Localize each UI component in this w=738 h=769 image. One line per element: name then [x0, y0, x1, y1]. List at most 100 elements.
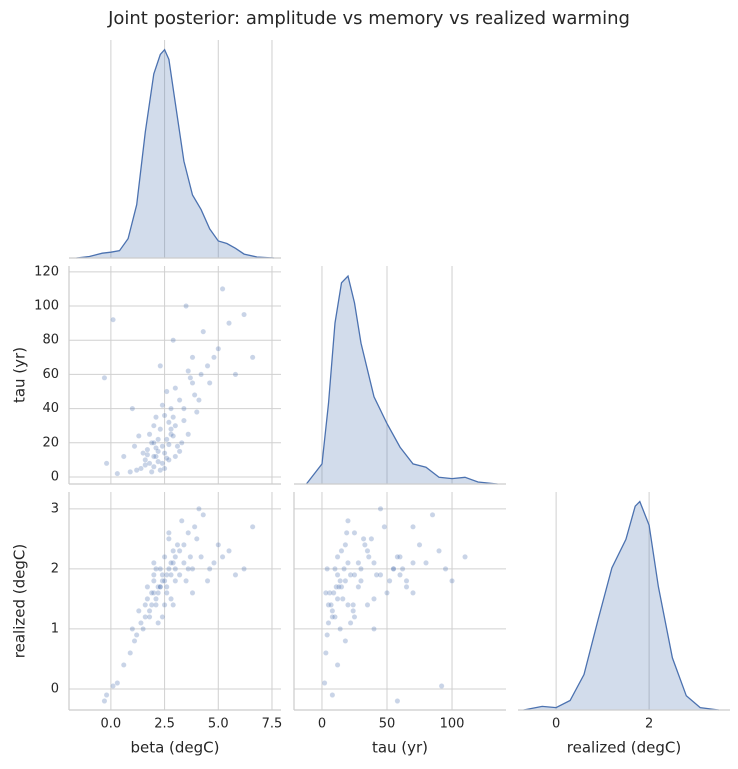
- scatter-point: [176, 448, 183, 455]
- x-axis-label: realized (degC): [567, 739, 681, 757]
- scatter-point: [342, 541, 349, 548]
- scatter-point: [241, 566, 247, 572]
- scatter-point: [101, 698, 108, 704]
- scatter-point: [155, 590, 161, 596]
- scatter-point: [103, 692, 110, 698]
- scatter-point: [110, 316, 116, 323]
- scatter-point: [181, 560, 187, 566]
- scatter-point: [153, 596, 159, 602]
- scatter-point: [377, 505, 384, 512]
- scatter-point: [397, 572, 403, 578]
- scatter-point: [172, 554, 179, 560]
- scatter-point: [150, 560, 157, 566]
- scatter-point: [332, 614, 338, 620]
- scatter-point: [181, 417, 187, 424]
- scatter-point: [198, 371, 204, 378]
- scatter-point: [166, 529, 172, 536]
- scatter-point: [196, 397, 202, 403]
- scatter-point: [249, 354, 256, 361]
- scatter-point: [219, 554, 226, 560]
- scatter-point: [142, 457, 149, 463]
- scatter-point: [321, 680, 328, 686]
- y-tick-label: 2: [51, 561, 59, 576]
- kde-line: [523, 500, 719, 711]
- scatter-point: [211, 354, 217, 361]
- scatter-point: [166, 457, 172, 463]
- scatter-point: [135, 608, 142, 614]
- kde-area: [306, 276, 498, 484]
- scatter-point: [166, 441, 172, 448]
- scatter-point: [215, 541, 222, 548]
- scatter-point: [232, 371, 239, 378]
- scatter-point: [161, 412, 168, 419]
- y-axis-label: tau (yr): [11, 347, 29, 403]
- scatter-point: [198, 554, 204, 560]
- scatter-point: [403, 578, 410, 584]
- scatter-point: [144, 446, 151, 453]
- scatter-point: [172, 566, 179, 572]
- scatter-point: [181, 541, 187, 548]
- scatter-point: [365, 554, 372, 560]
- scatter-point: [324, 632, 331, 638]
- scatter-point: [163, 436, 170, 443]
- scatter-point: [394, 698, 401, 704]
- scatter-point: [350, 608, 357, 614]
- scatter-point: [323, 650, 329, 656]
- scatter-point: [176, 572, 183, 578]
- scatter-point: [161, 450, 168, 456]
- scatter-point: [364, 548, 371, 554]
- scatter-point: [410, 590, 416, 596]
- scatter-point: [337, 626, 344, 632]
- scatter-point: [138, 620, 144, 626]
- scatter-point: [410, 523, 416, 530]
- scatter-point: [350, 602, 357, 608]
- scatter-point: [341, 566, 347, 572]
- scatter-point: [336, 584, 342, 590]
- scatter-point: [148, 602, 155, 608]
- scatter-point: [193, 409, 200, 415]
- scatter-point: [347, 620, 354, 626]
- scatter-point: [170, 433, 177, 439]
- scatter-point: [142, 602, 149, 608]
- scatter-point: [178, 439, 185, 446]
- scatter-point: [343, 529, 350, 536]
- scatter-point: [351, 529, 358, 536]
- scatter-point: [362, 541, 368, 548]
- scatter-point: [226, 548, 232, 554]
- scatter-point: [334, 554, 341, 560]
- scatter-point: [129, 626, 136, 632]
- scatter-point: [334, 572, 341, 578]
- y-tick-label: 20: [42, 435, 59, 450]
- scatter-point: [334, 662, 341, 668]
- scatter-point: [187, 554, 194, 560]
- scatter-point: [226, 320, 232, 326]
- scatter-point: [338, 584, 345, 590]
- y-axis-label: realized (degC): [11, 544, 29, 658]
- scatter-point: [397, 554, 403, 560]
- scatter-point: [438, 683, 445, 689]
- x-tick-label: 2.5: [154, 717, 175, 732]
- scatter-point: [185, 529, 192, 536]
- scatter-point: [168, 426, 174, 432]
- scatter-point: [191, 523, 198, 530]
- scatter-point: [170, 560, 177, 566]
- scatter-point: [183, 578, 189, 584]
- scatter-point: [159, 460, 166, 467]
- scatter-point: [326, 590, 333, 596]
- scatter-point: [416, 541, 423, 548]
- scatter-point: [153, 445, 159, 451]
- x-tick-label: 0: [318, 717, 326, 732]
- scatter-point: [241, 311, 247, 318]
- scatter-point: [174, 541, 181, 548]
- kde-line: [76, 48, 275, 259]
- scatter-point: [436, 548, 442, 554]
- scatter-point: [377, 572, 384, 578]
- scatter-point: [200, 328, 207, 335]
- scatter-point: [342, 578, 349, 584]
- scatter-point: [103, 460, 110, 467]
- kde-area: [76, 49, 275, 259]
- scatter-point: [215, 345, 222, 352]
- kde-line: [305, 274, 498, 485]
- scatter-point: [155, 448, 161, 455]
- scatter-point: [163, 455, 170, 462]
